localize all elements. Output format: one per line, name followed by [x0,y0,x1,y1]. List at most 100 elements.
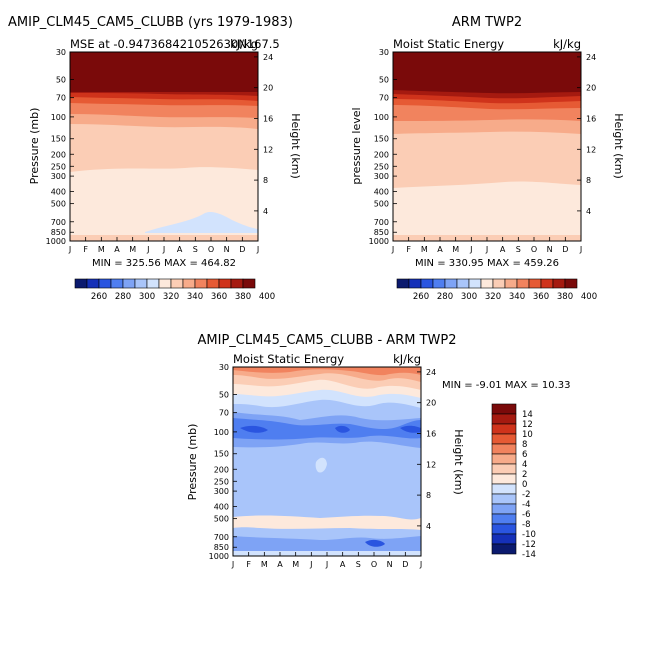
panel1-low-blob [145,211,258,233]
panel2-pressure-label-12: 1000 [369,237,389,246]
panel3-month-label-0: J [231,560,234,569]
panel1-pressure-label-9: 500 [51,200,66,209]
panel1-contour-field [70,52,258,241]
panel3-colorbar-swatch-9 [491,493,517,505]
panel1-month-label-1: F [83,245,88,254]
panel1-band-top [70,52,258,92]
panel2-pressure-label-2: 70 [379,94,389,103]
panel2-y2label: Height (km) [612,113,625,179]
panel2-stats: MIN = 330.95 MAX = 459.26 [415,258,559,269]
panel1-colorbar-label-3: 320 [163,292,179,302]
panel3-colorbar-label-4: 6 [522,450,527,460]
panel3-blob-b [335,425,350,433]
panel1-month-label-9: O [208,245,214,254]
panel3-month-label-11: D [402,560,408,569]
panel1-colorbar-label-6: 380 [235,292,251,302]
panel1-pressure-label-8: 400 [51,188,66,197]
panel3-colorbar-label-6: 2 [522,470,527,480]
panel3-colorbar-label-12: -10 [522,530,536,540]
panel1-y2label: Height (km) [289,113,302,179]
panel3-month-label-6: J [325,560,328,569]
panel1-colorbar-swatch-6 [146,278,160,289]
panel1-units: kJ/kg [230,37,258,51]
panel2-month-label-11: D [562,245,568,254]
panel3-colorbar-swatch-13 [491,533,517,545]
panel1-pressure-label-3: 100 [51,113,66,122]
panel2-month-label-12: J [579,245,582,254]
panel1-colorbar: 260 280 300 320 340 360 380 400 [74,278,275,302]
panel3-pressure-label-0: 30 [219,363,229,372]
panel1-pressure-label-4: 150 [51,135,66,144]
panel2-pressure-label-8: 400 [374,188,389,197]
panel2-colorbar-label-0: 260 [413,292,429,302]
panel1-pressure-label-0: 30 [56,48,66,57]
panel2-colorbar-swatch-0 [396,278,410,289]
panel2-pressure-label-7: 300 [374,172,389,181]
panel2-colorbar-swatch-10 [516,278,530,289]
panel1-colorbar-swatch-12 [218,278,232,289]
panel3-pressure-label-6: 250 [214,477,229,486]
panel1-height-label-4: 8 [263,176,268,185]
panel3-height-label-0: 24 [426,368,436,377]
panel1-month-label-8: S [193,245,198,254]
panel3-lower-cream [233,515,421,530]
panel3-colorbar-swatch-11 [491,513,517,525]
panel3-colorbar-swatch-7 [491,473,517,485]
panel3-pressure-label-3: 100 [214,428,229,437]
panel1-month-label-4: M [129,245,136,254]
panel2-units: kJ/kg [553,37,581,51]
panel3-colorbar-swatch-4 [491,443,517,455]
panel3-stats: MIN = -9.01 MAX = 10.33 [442,380,571,391]
panel3-blob-c [400,425,421,433]
panel3-subtitle-left: Moist Static Energy [233,352,344,366]
panel3-colorbar-swatch-8 [491,483,517,495]
panel2-colorbar-label-7: 400 [581,292,597,302]
panel1-colorbar-swatch-3 [110,278,124,289]
panel3-colorbar-label-14: -14 [522,550,536,560]
panel3-colorbar-swatch-1 [491,413,517,425]
panel3-month-label-3: A [277,560,283,569]
panel2-colorbar-swatch-11 [528,278,542,289]
panel3-pressure-label-10: 700 [214,533,229,542]
panel1-height-label-0: 24 [263,53,273,62]
panel2-title: ARM TWP2 [452,15,522,30]
panel2-axes: J F M A M J J A S O N D J305070100150200250300400500… [369,48,597,254]
panel2-ylabel: pressure level [350,107,363,184]
panel3-month-label-12: J [419,560,422,569]
panel2-pressure-label-4: 150 [374,135,389,144]
panel3-month-label-5: J [309,560,312,569]
panel3-mid-strongblue [233,418,421,440]
panel2-pressure-label-10: 700 [374,218,389,227]
panel3-contour-field [233,367,421,556]
panel3-colorbar-label-5: 4 [522,460,527,470]
panel2-contour-field [393,52,581,241]
panel1-colorbar-swatch-13 [230,278,244,289]
panel1-month-label-2: M [98,245,105,254]
panel3-colorbar-swatch-12 [491,523,517,535]
panel2-month-label-9: O [531,245,537,254]
panel1-colorbar-swatch-0 [74,278,88,289]
panel1-height-label-2: 16 [263,114,273,123]
panel1-pressure-label-7: 300 [51,172,66,181]
panel3-colorbar-label-9: -4 [522,500,530,510]
panel1-colorbar-label-5: 360 [211,292,227,302]
panel2-colorbar-swatch-6 [468,278,482,289]
panel1-month-label-6: J [162,245,165,254]
panel1-title: AMIP_CLM45_CAM5_CLUBB (yrs 1979-1983) [8,15,293,30]
panel3-colorbar-swatch-5 [491,453,517,465]
panel3-title: AMIP_CLM45_CAM5_CLUBB - ARM TWP2 [198,333,457,348]
panel1-stats: MIN = 325.56 MAX = 464.82 [92,258,236,269]
panel1-pressure-label-11: 850 [51,228,66,237]
panel1-subtitle-left: MSE at -0.947368421052630N167.5 [70,37,280,51]
panel2-colorbar-label-3: 320 [485,292,501,302]
panel2-colorbar-swatch-13 [552,278,566,289]
panel2-pressure-label-1: 50 [379,76,389,85]
panel1-colorbar-swatch-10 [194,278,208,289]
panel2-colorbar-swatch-4 [444,278,458,289]
panel2-colorbar-label-4: 340 [509,292,525,302]
panel2-month-label-4: M [452,245,459,254]
panel2-height-label-3: 12 [586,145,596,154]
panel3-ylabel: Pressure (mb) [186,424,199,501]
panel3-colorbar-label-8: -2 [522,490,530,500]
